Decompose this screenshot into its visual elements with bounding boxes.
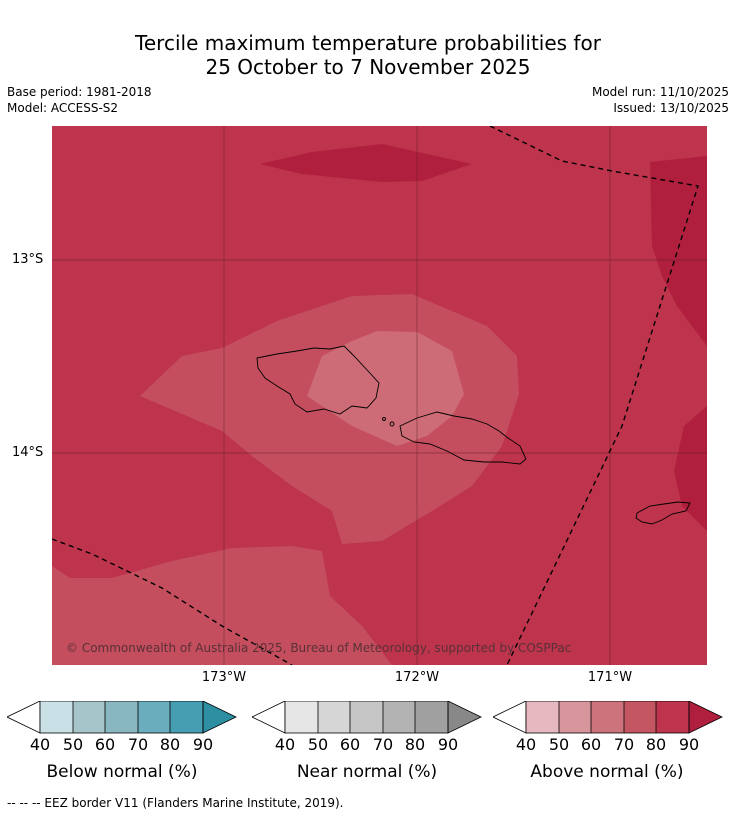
cbar-near-label: Near normal (%) bbox=[296, 762, 438, 782]
eez-footnote: -- -- -- EEZ border V11 (Flanders Marine… bbox=[7, 796, 344, 810]
cbar-above-bin-80-90 bbox=[656, 701, 689, 733]
model-name: Model: ACCESS-S2 bbox=[7, 101, 119, 115]
tutuila-island bbox=[635, 501, 691, 525]
chart-title-line2: 25 October to 7 November 2025 bbox=[205, 55, 531, 79]
cbar-near-bin-70-80 bbox=[383, 701, 415, 733]
cbar-near-tick-50: 50 bbox=[307, 735, 329, 754]
cbar-above-high-arrow bbox=[688, 700, 723, 734]
cbar-below-tick-50: 50 bbox=[62, 735, 84, 754]
above-60-region-core bbox=[307, 331, 464, 446]
cbar-above-label: Above normal (%) bbox=[530, 762, 684, 782]
copyright-notice: © Commonwealth of Australia 2025, Bureau… bbox=[66, 641, 572, 655]
cbar-above-tick-60: 60 bbox=[580, 735, 602, 754]
map-panel bbox=[52, 126, 707, 665]
cbar-below-tick-60: 60 bbox=[94, 735, 116, 754]
above-90-region-southeast bbox=[674, 406, 707, 531]
cbar-below-bin-60-70 bbox=[105, 701, 138, 733]
upolu-island bbox=[399, 411, 527, 465]
cbar-below-tick-40: 40 bbox=[29, 735, 51, 754]
cbar-below-bin-80-90 bbox=[170, 701, 203, 733]
cbar-near-high-arrow bbox=[447, 700, 482, 734]
cbar-above-tick-40: 40 bbox=[515, 735, 537, 754]
colorbar-near-normal bbox=[251, 700, 482, 739]
cbar-below-tick-90: 90 bbox=[192, 735, 214, 754]
cbar-above-tick-80: 80 bbox=[645, 735, 667, 754]
savaii-island bbox=[256, 345, 380, 415]
cbar-near-tick-80: 80 bbox=[404, 735, 426, 754]
cbar-near-bin-40-50 bbox=[285, 701, 318, 733]
chart-title-line1: Tercile maximum temperature probabilitie… bbox=[135, 31, 601, 55]
manono-island bbox=[389, 421, 395, 427]
colorbar-below-normal bbox=[6, 700, 237, 739]
lon-label-173w: 173°W bbox=[201, 670, 247, 685]
map-grid bbox=[52, 126, 707, 665]
cbar-near-bin-50-60 bbox=[318, 701, 350, 733]
apolima-island bbox=[382, 417, 386, 421]
cbar-above-low-arrow bbox=[492, 700, 527, 734]
islands bbox=[256, 345, 691, 525]
cbar-near-tick-70: 70 bbox=[372, 735, 394, 754]
cbar-above-tick-50: 50 bbox=[548, 735, 570, 754]
cbar-near-low-arrow bbox=[251, 700, 286, 734]
meta-left: Base period: 1981-2018 Model: ACCESS-S2 bbox=[7, 84, 152, 116]
cbar-above-bin-40-50 bbox=[526, 701, 559, 733]
cbar-near-tick-90: 90 bbox=[437, 735, 459, 754]
cbar-near-tick-60: 60 bbox=[339, 735, 361, 754]
cbar-below-bin-70-80 bbox=[138, 701, 170, 733]
base-period: Base period: 1981-2018 bbox=[7, 85, 152, 99]
lon-label-171w: 171°W bbox=[587, 670, 633, 685]
cbar-near-bin-80-90 bbox=[415, 701, 448, 733]
lon-label-172w: 172°W bbox=[394, 670, 440, 685]
cbar-below-high-arrow bbox=[202, 700, 237, 734]
eez-border bbox=[52, 126, 699, 665]
cbar-below-low-arrow bbox=[6, 700, 41, 734]
model-run: Model run: 11/10/2025 bbox=[591, 85, 729, 99]
cbar-above-bin-70-80 bbox=[624, 701, 656, 733]
cbar-above-tick-90: 90 bbox=[678, 735, 700, 754]
lat-label-13s: 13°S bbox=[12, 252, 44, 267]
cbar-above-tick-70: 70 bbox=[613, 735, 635, 754]
cbar-below-tick-80: 80 bbox=[159, 735, 181, 754]
colorbar-above-normal bbox=[492, 700, 723, 739]
cbar-above-bin-50-60 bbox=[559, 701, 591, 733]
cbar-below-bin-40-50 bbox=[40, 701, 73, 733]
lat-label-14s: 14°S bbox=[12, 445, 44, 460]
cbar-above-bin-60-70 bbox=[591, 701, 624, 733]
cbar-below-label: Below normal (%) bbox=[46, 762, 198, 782]
cbar-near-bin-60-70 bbox=[350, 701, 383, 733]
cbar-below-tick-70: 70 bbox=[127, 735, 149, 754]
cbar-near-tick-40: 40 bbox=[274, 735, 296, 754]
issued-date: Issued: 13/10/2025 bbox=[613, 101, 729, 115]
cbar-below-bin-50-60 bbox=[73, 701, 105, 733]
meta-right: Model run: 11/10/2025 Issued: 13/10/2025 bbox=[592, 84, 729, 116]
above-90-region-north bbox=[260, 144, 472, 182]
